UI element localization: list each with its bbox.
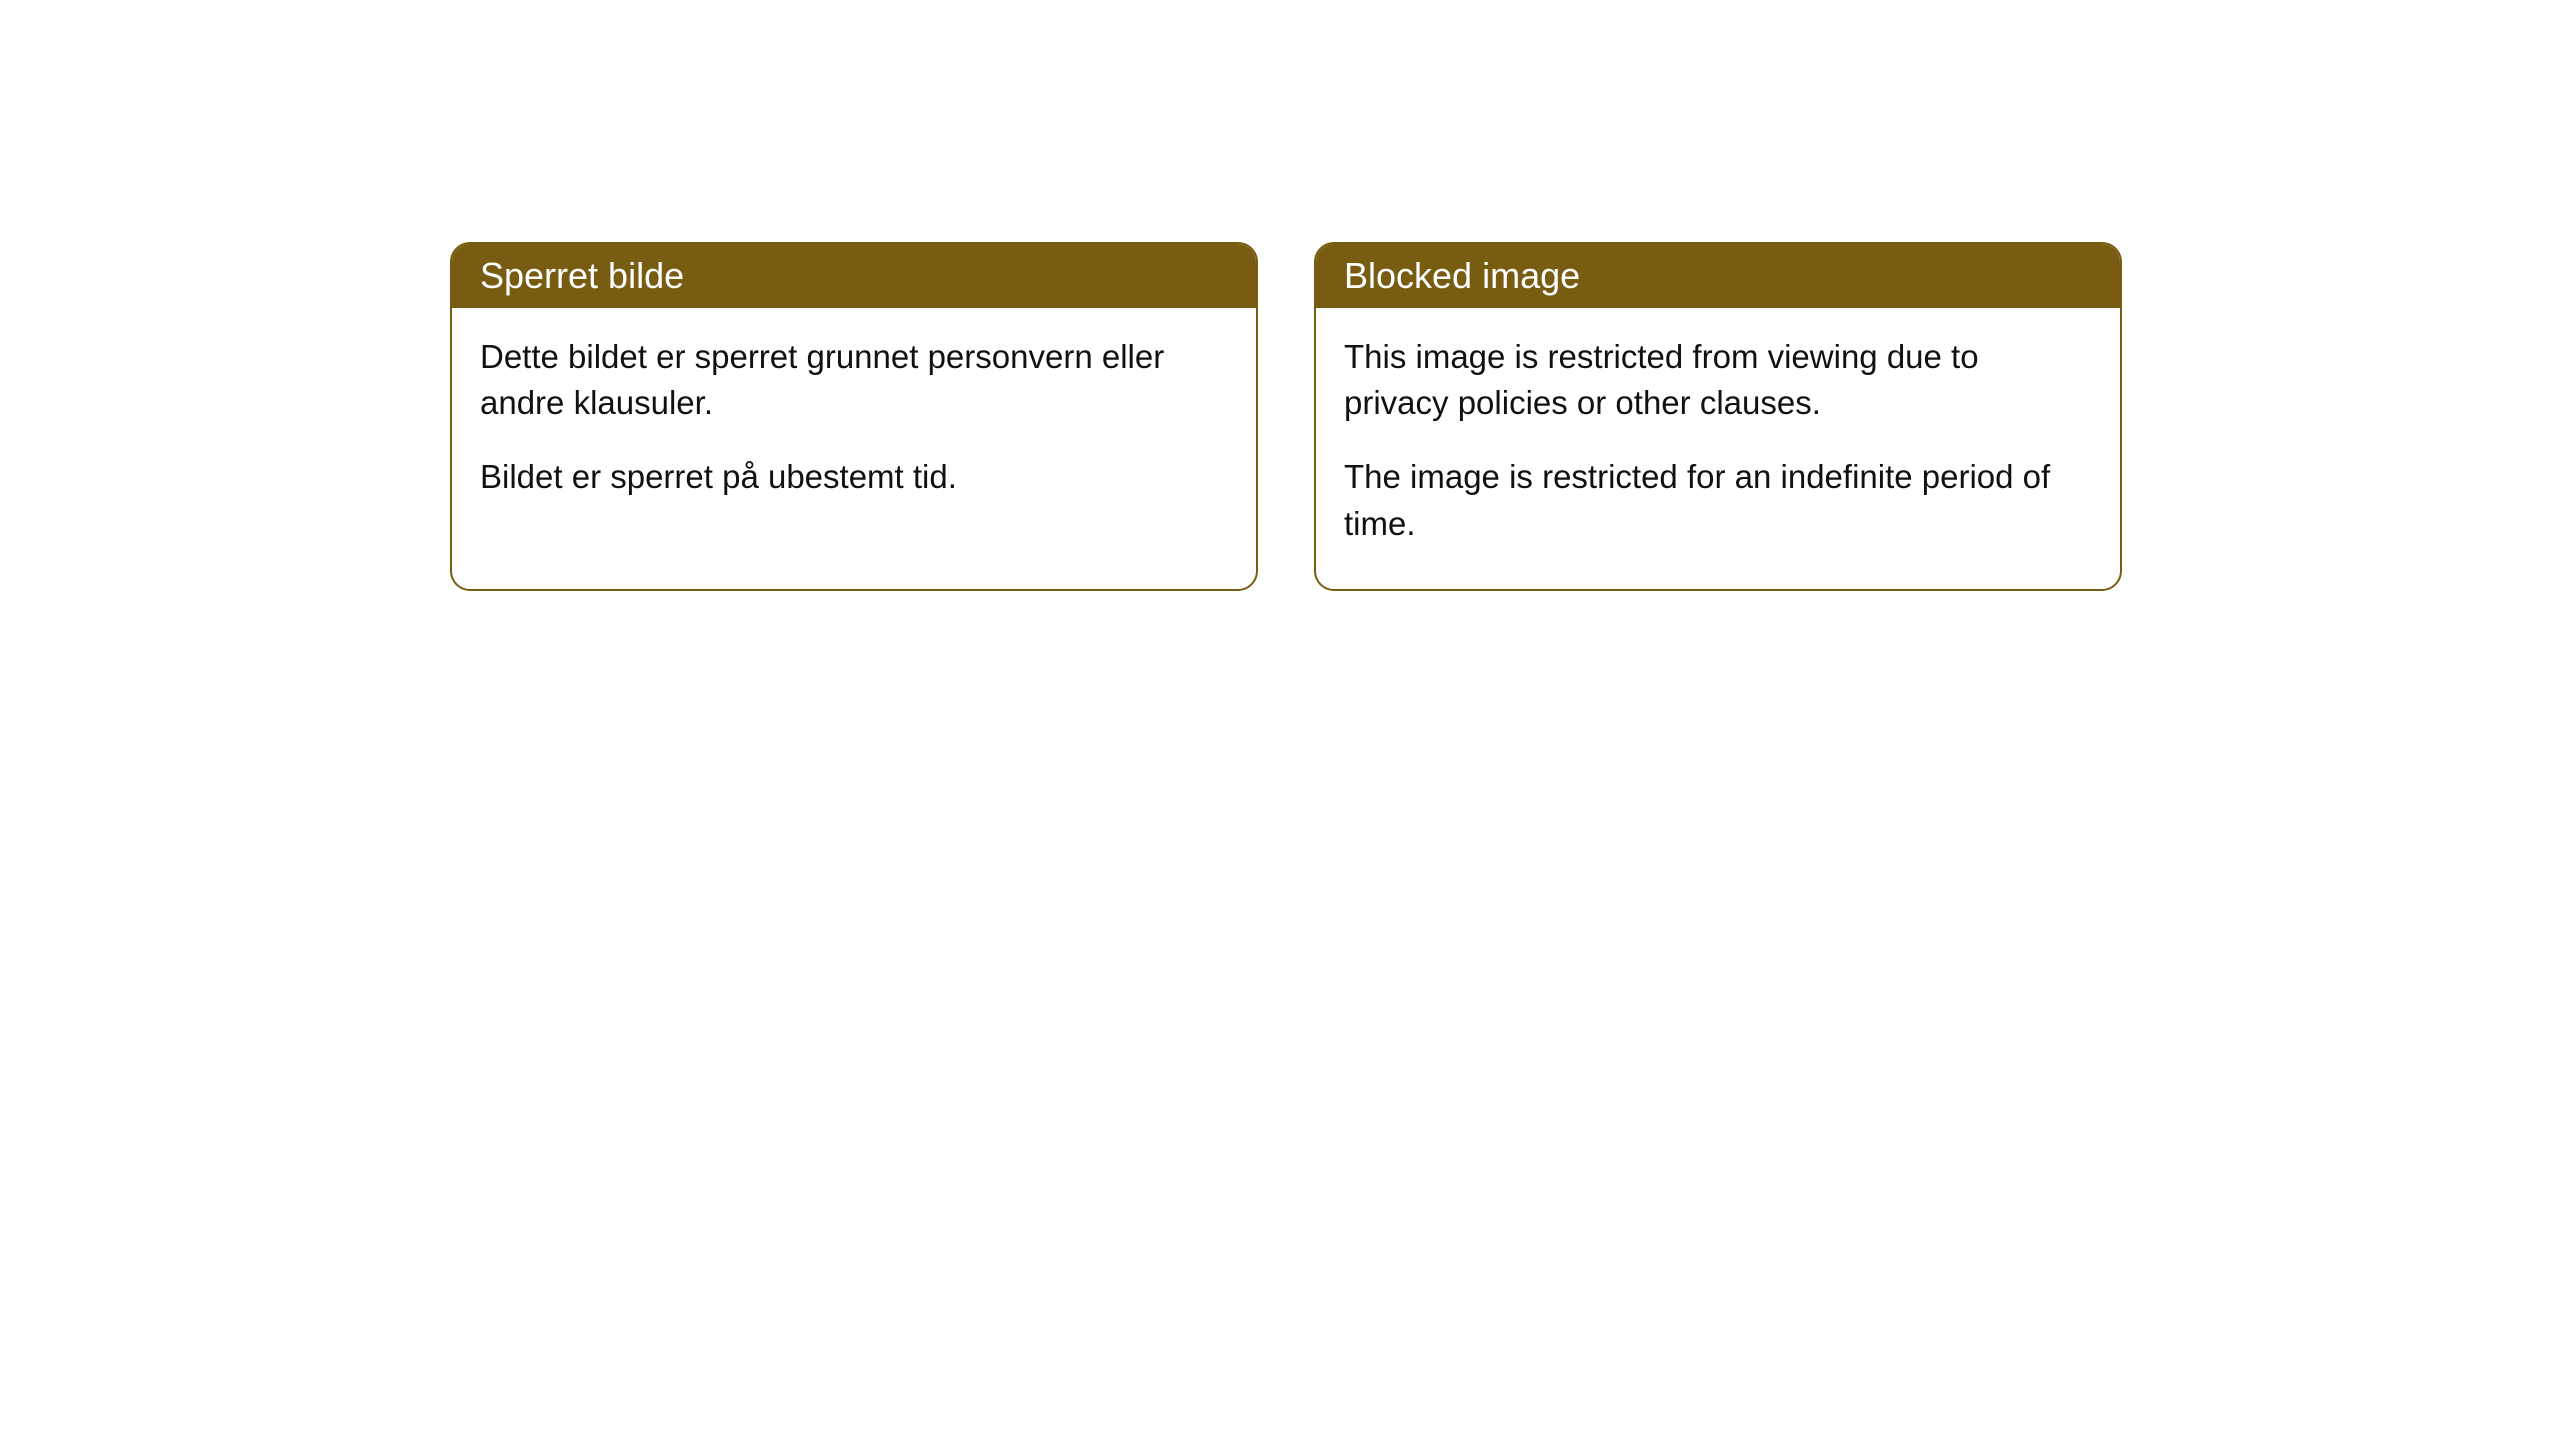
notice-text-no-1: Dette bildet er sperret grunnet personve… <box>480 334 1228 426</box>
notice-container: Sperret bilde Dette bildet er sperret gr… <box>450 242 2122 591</box>
notice-text-en-2: The image is restricted for an indefinit… <box>1344 454 2092 546</box>
notice-text-en-1: This image is restricted from viewing du… <box>1344 334 2092 426</box>
notice-body-english: This image is restricted from viewing du… <box>1316 308 2120 589</box>
notice-body-norwegian: Dette bildet er sperret grunnet personve… <box>452 308 1256 543</box>
notice-card-norwegian: Sperret bilde Dette bildet er sperret gr… <box>450 242 1258 591</box>
notice-header-english: Blocked image <box>1316 244 2120 308</box>
notice-text-no-2: Bildet er sperret på ubestemt tid. <box>480 454 1228 500</box>
notice-header-norwegian: Sperret bilde <box>452 244 1256 308</box>
notice-card-english: Blocked image This image is restricted f… <box>1314 242 2122 591</box>
